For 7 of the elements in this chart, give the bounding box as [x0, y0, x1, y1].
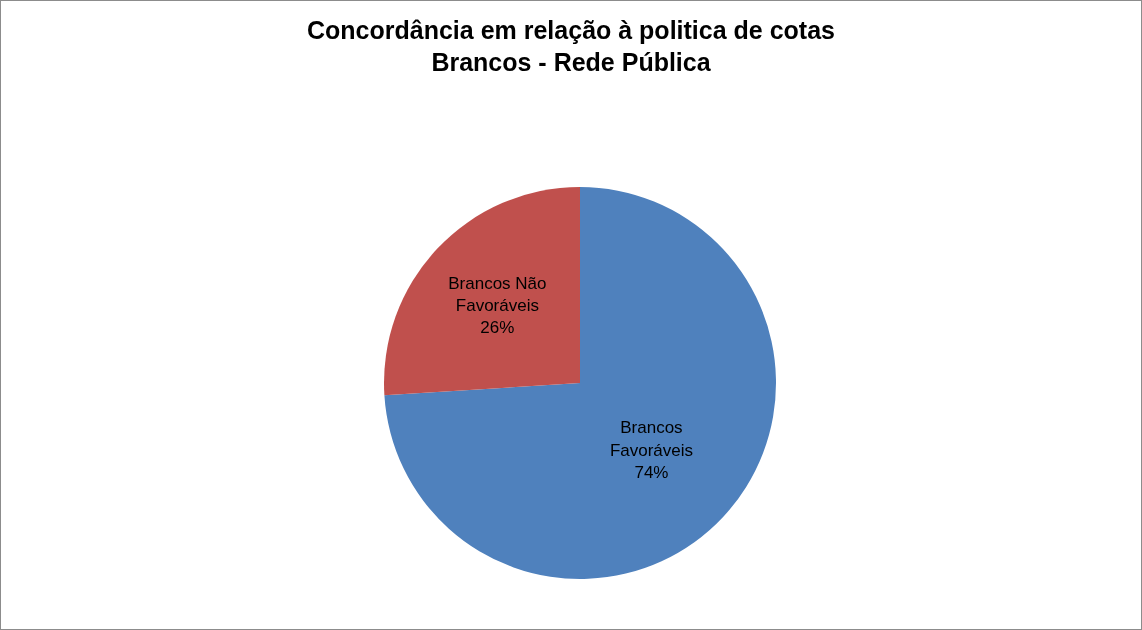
data-label: 26% [480, 318, 515, 337]
chart-title: Concordância em relação à politica de cotas Brancos - Rede Pública [307, 15, 835, 77]
pie-slice [384, 187, 776, 579]
slice-label: Brancos Favoráveis [609, 418, 694, 460]
pie-slice [384, 187, 580, 396]
data-label: 74% [634, 462, 669, 482]
slice-label: Brancos Não Favoráveis [448, 273, 547, 315]
